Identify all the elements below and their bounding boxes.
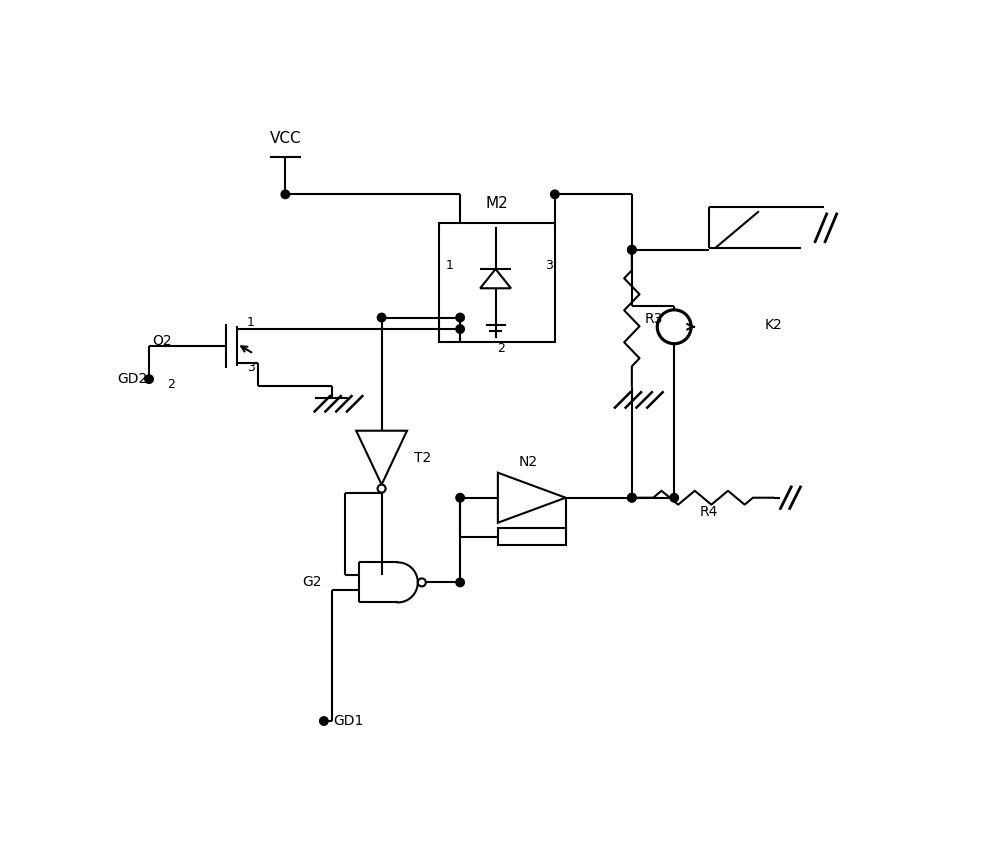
Text: GD2: GD2 — [117, 372, 148, 386]
Text: K2: K2 — [765, 318, 783, 332]
Text: R3: R3 — [645, 312, 663, 326]
Circle shape — [628, 493, 636, 502]
Text: VCC: VCC — [270, 131, 301, 146]
Text: 3: 3 — [546, 259, 553, 271]
Circle shape — [456, 314, 464, 322]
Circle shape — [628, 245, 636, 254]
Text: T2: T2 — [414, 451, 431, 464]
Text: 1: 1 — [445, 259, 453, 271]
Circle shape — [551, 190, 559, 199]
Text: N2: N2 — [519, 454, 538, 469]
Circle shape — [670, 493, 678, 502]
Text: Q2: Q2 — [152, 334, 172, 347]
Circle shape — [628, 245, 636, 254]
Text: M2: M2 — [486, 196, 508, 211]
Text: 2: 2 — [497, 341, 505, 355]
Circle shape — [145, 375, 153, 384]
Text: 3: 3 — [247, 361, 255, 374]
Circle shape — [377, 314, 386, 322]
Text: G2: G2 — [302, 576, 322, 589]
Bar — [498, 528, 566, 545]
Circle shape — [320, 717, 328, 725]
Text: 2: 2 — [168, 378, 175, 391]
Circle shape — [456, 325, 464, 333]
Circle shape — [456, 578, 464, 587]
Text: 1: 1 — [247, 316, 255, 330]
Circle shape — [628, 493, 636, 502]
Text: GD1: GD1 — [333, 714, 363, 728]
Circle shape — [281, 190, 290, 199]
Text: R4: R4 — [700, 505, 718, 518]
Circle shape — [456, 493, 464, 502]
Bar — [439, 223, 555, 342]
